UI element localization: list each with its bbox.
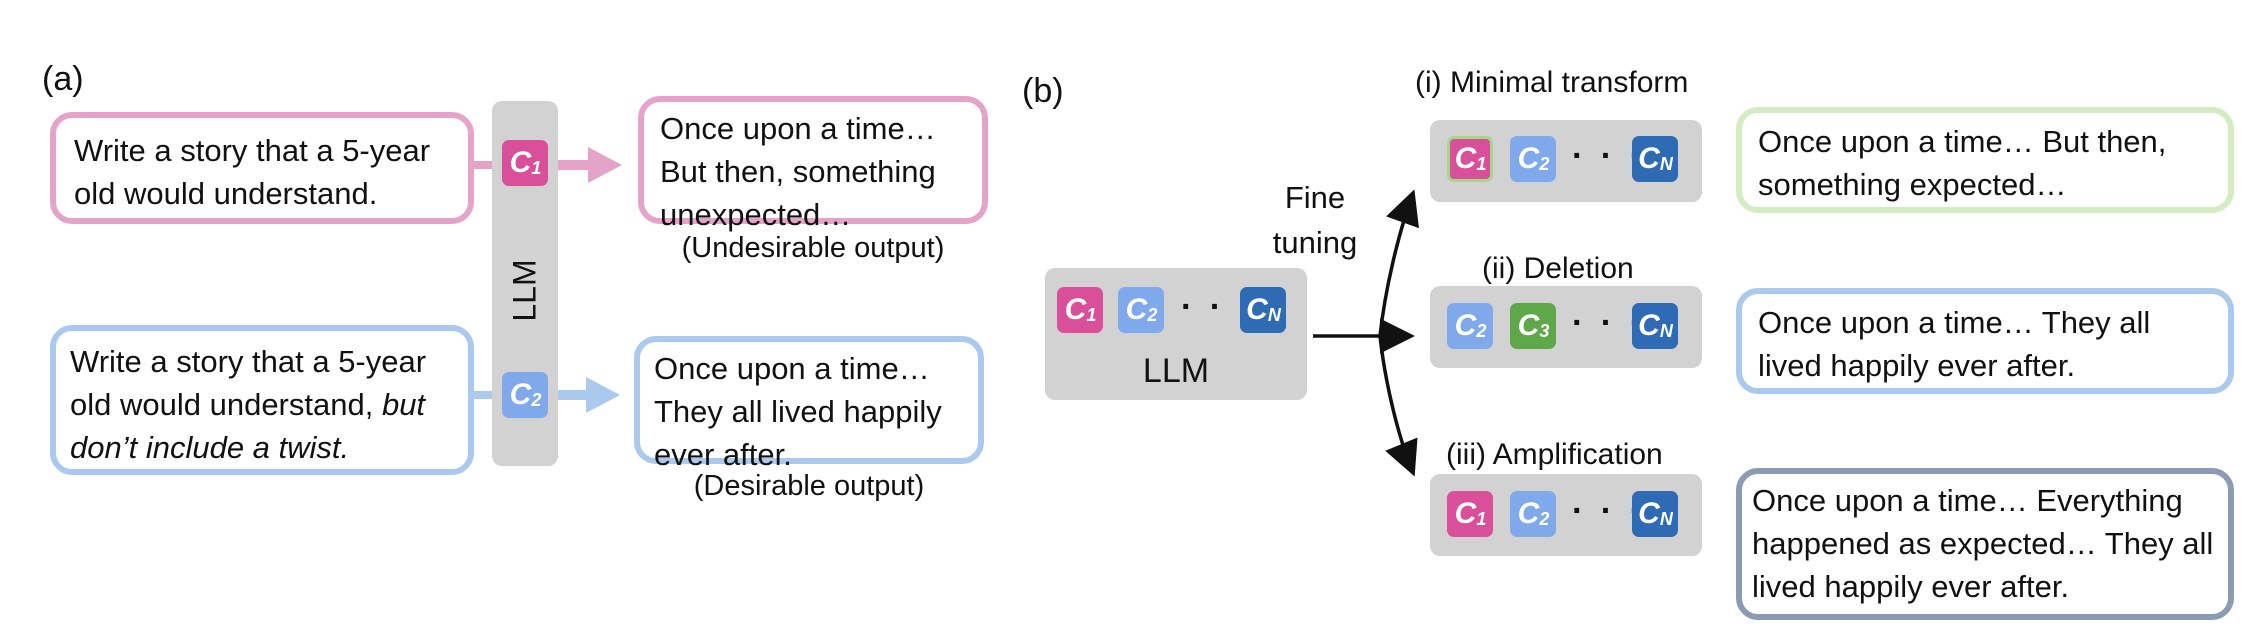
chip-ellipsis-amplification: · · ·: [1572, 492, 1645, 530]
prompt2-text: Write a story that a 5-year old would un…: [70, 344, 427, 422]
branch-arrow-amplification: [1378, 335, 1418, 477]
llm-label-b: LLM: [1142, 352, 1210, 390]
branch-arrow-minimal: [1378, 189, 1420, 337]
chip-ellipsis-base: · · ·: [1181, 288, 1254, 326]
branch-minimal-output: Once upon a time… But then, something ex…: [1736, 107, 2234, 213]
llm-label-vertical: LLM: [506, 259, 543, 322]
prompt2-box: Write a story that a 5-year old would un…: [50, 325, 474, 475]
prompt1-box: Write a story that a 5-year old would un…: [50, 112, 474, 224]
output1-arrowhead: [588, 147, 622, 183]
output2-text: Once upon a time… They all lived happily…: [654, 351, 942, 472]
branch-amplification-output: Once upon a time… Everything happened as…: [1736, 468, 2234, 620]
caption-desirable: (Desirable output): [693, 470, 925, 502]
panel-b-label: (b): [1022, 72, 1064, 110]
output1-box: Once upon a time… But then, something un…: [638, 96, 988, 232]
output2-box: Once upon a time… They all lived happily…: [634, 336, 984, 472]
prompt2-italic-text: but don’t include a twist.: [70, 386, 426, 465]
output1-text: Once upon a time… But then, something un…: [660, 111, 936, 232]
prompt1-text: Write a story that a 5-year old would un…: [74, 133, 431, 211]
fine-tuning-label: Fine tuning: [1272, 180, 1358, 260]
branch-deletion-title: (ii) Deletion: [1482, 252, 1634, 285]
output2-arrowhead: [586, 377, 620, 413]
chip-ellipsis-deletion: · · ·: [1572, 304, 1645, 342]
caption-undesirable: (Undesirable output): [681, 232, 945, 264]
panel-a-label: (a): [42, 60, 84, 98]
branch-amplification-title: (iii) Amplification: [1446, 438, 1663, 471]
chip-ellipsis-minimal: · · ·: [1572, 137, 1645, 175]
branch-minimal-title: (i) Minimal transform: [1415, 66, 1689, 99]
branch-deletion-output: Once upon a time… They all lived happily…: [1736, 288, 2234, 394]
